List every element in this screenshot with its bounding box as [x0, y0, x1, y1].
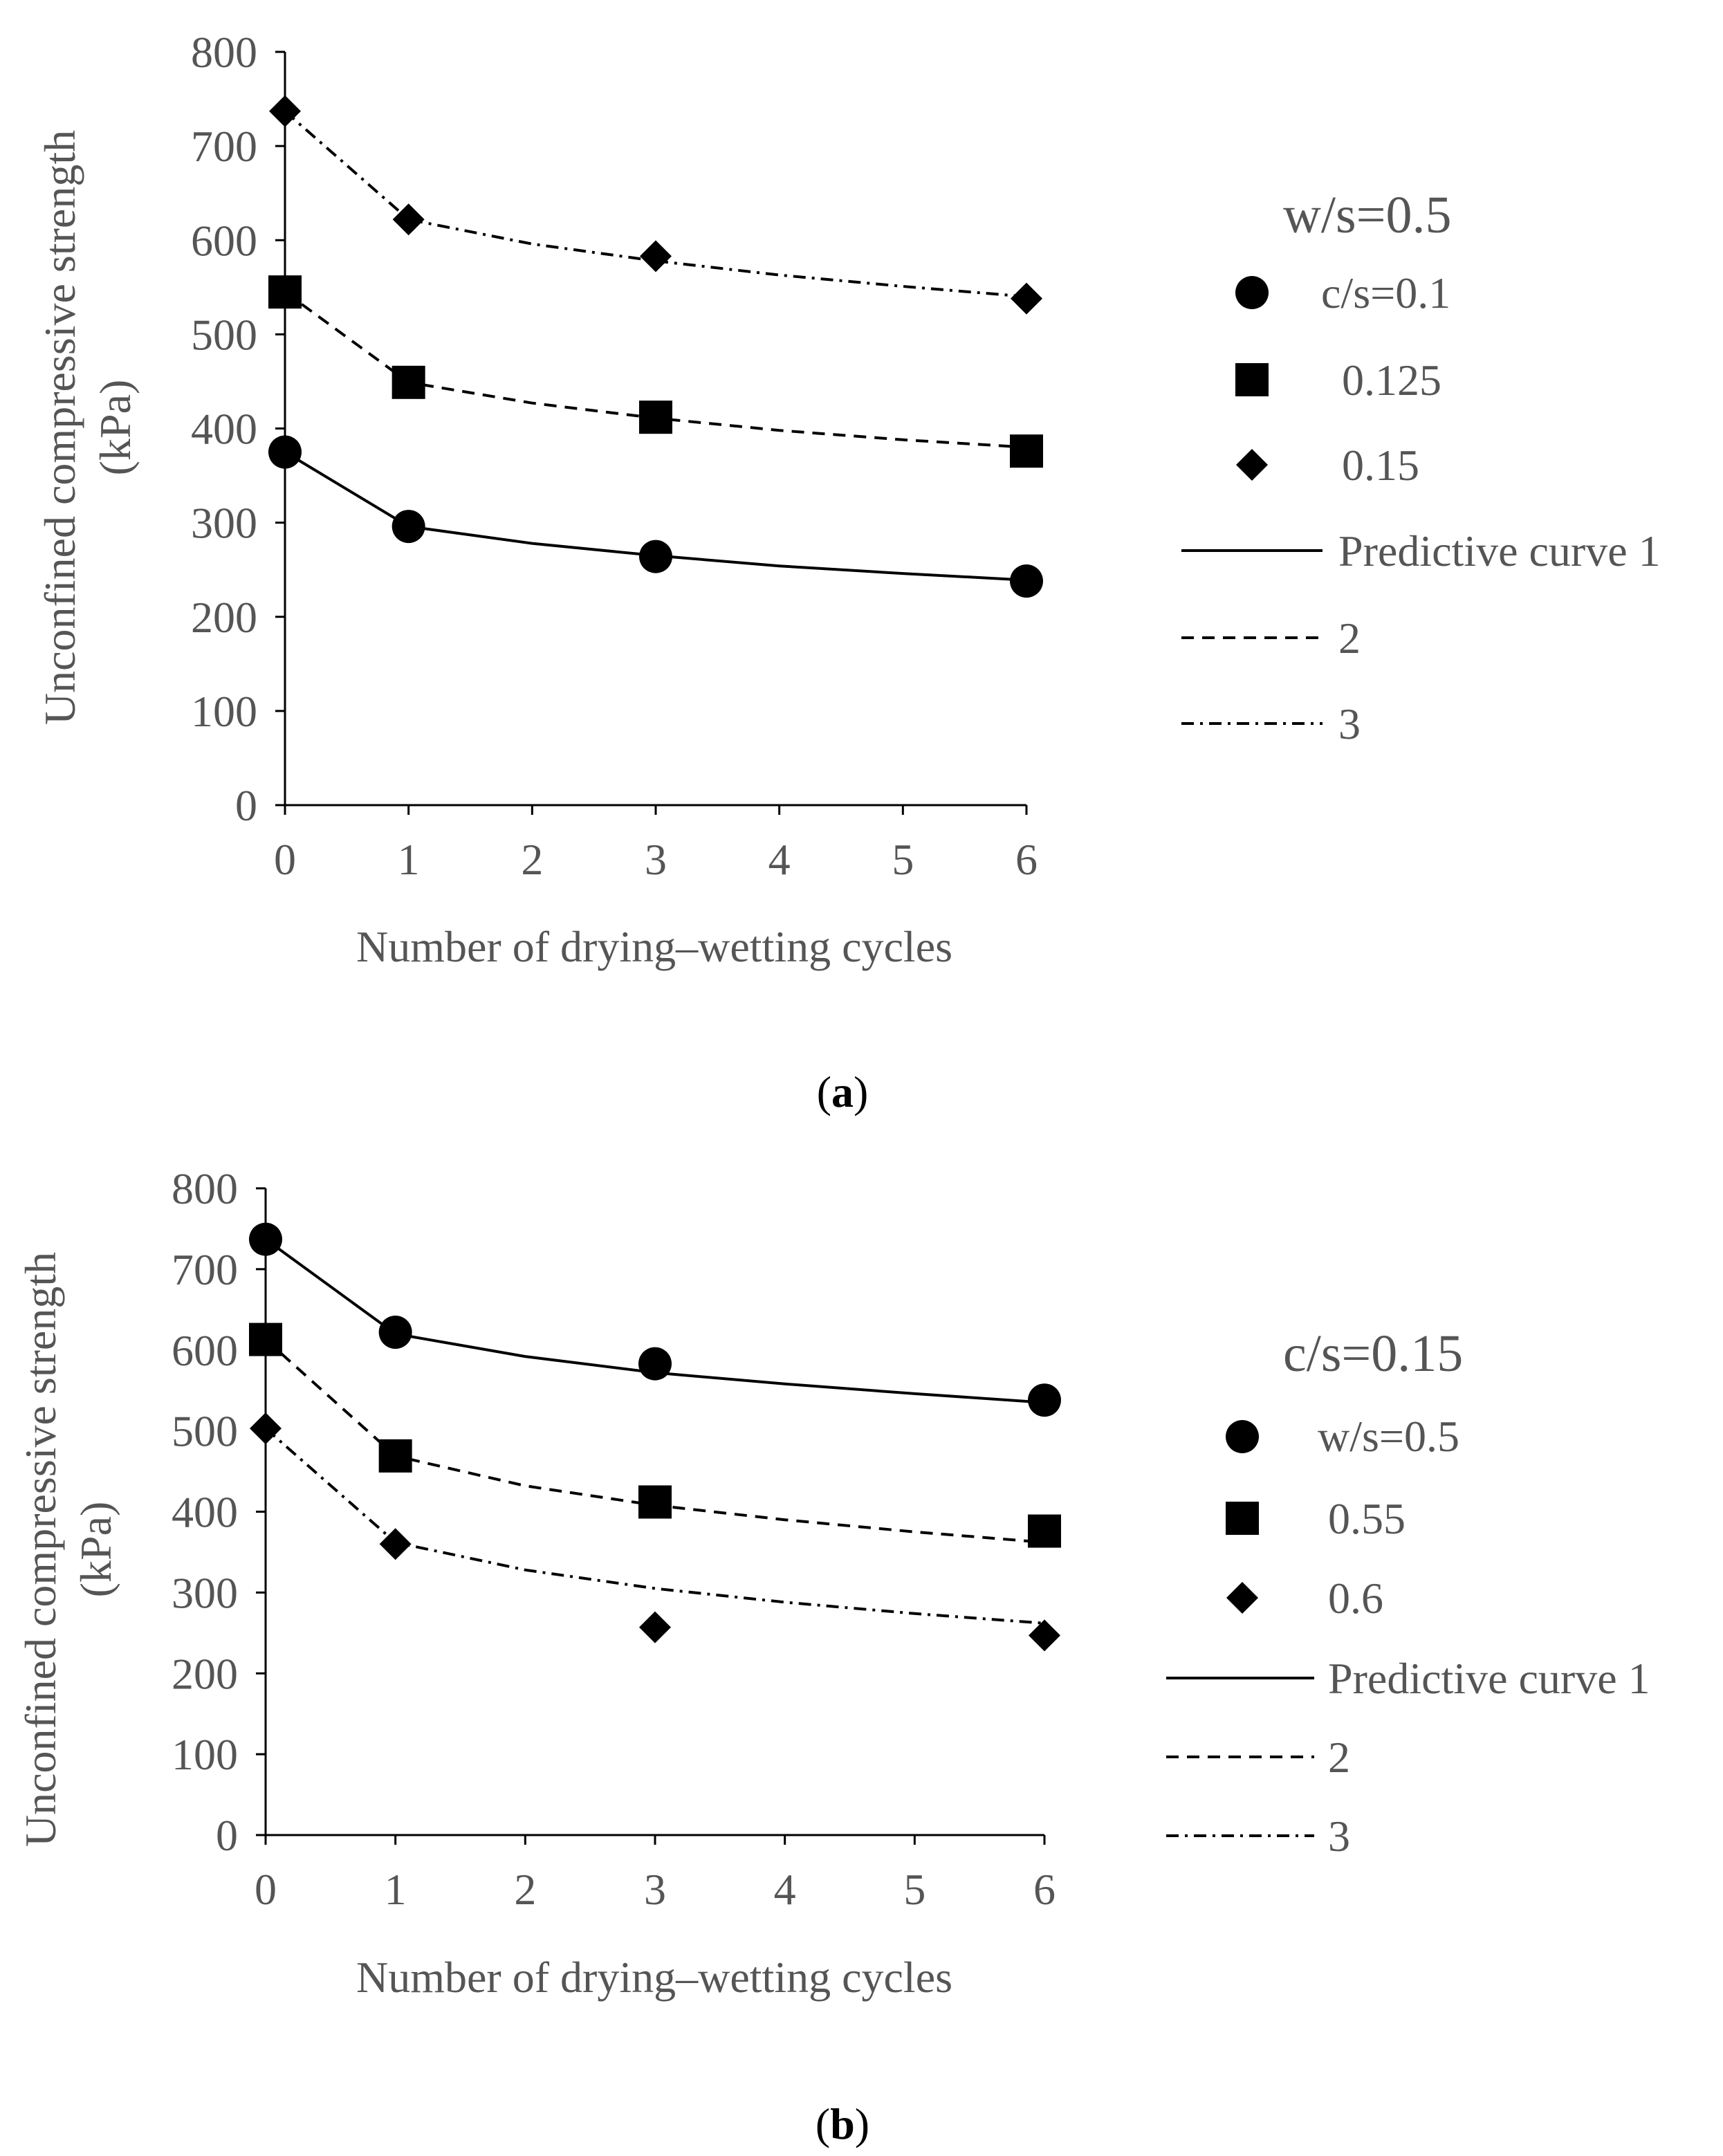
panel-label-a: (a): [817, 1067, 869, 1116]
legend-label-series-1: c/s=0.1: [1321, 268, 1450, 317]
legend-label-curve-1: Predictive curve 1: [1338, 526, 1661, 575]
legend-marker-diamond: [1236, 449, 1268, 481]
legend-marker-diamond: [1226, 1582, 1258, 1614]
data-point-diamond: [392, 203, 425, 236]
data-point-square: [638, 1485, 672, 1519]
legend-label-curve-1: Predictive curve 1: [1328, 1654, 1650, 1703]
x-tick-label: 5: [903, 1865, 925, 1914]
panel-a: Unconfined compressive strength (kPa) 0 1…: [35, 28, 1661, 1116]
y-tick-label: 600: [191, 216, 257, 265]
y-axis-title-line2: (kPa): [71, 1502, 120, 1598]
x-tick-label: 1: [398, 835, 420, 884]
x-tick-label: 6: [1015, 835, 1038, 884]
legend-label-series-2: 0.55: [1328, 1494, 1406, 1543]
legend-label-curve-3: 3: [1328, 1812, 1350, 1861]
data-point-square: [1010, 434, 1043, 468]
data-point-circle: [268, 435, 302, 469]
x-tick-label: 5: [892, 835, 914, 884]
data-point-circle: [1010, 564, 1043, 598]
data-point-circle: [1028, 1383, 1061, 1417]
panel-b: Unconfined compressive strength (kPa) 0 1…: [16, 1164, 1650, 2148]
y-tick-label: 400: [191, 405, 257, 454]
y-tick-label: 500: [191, 310, 257, 359]
legend-label-series-3: 0.6: [1328, 1574, 1383, 1623]
data-point-circle: [391, 510, 425, 544]
data-point-diamond: [640, 240, 672, 273]
legend-label-series-1: w/s=0.5: [1318, 1412, 1459, 1461]
y-tick-label: 200: [191, 593, 257, 642]
y-tick-label: 100: [191, 687, 257, 736]
y-tick-label: 300: [191, 499, 257, 548]
y-axis-title-line1: Unconfined compressive strength: [16, 1252, 65, 1847]
y-axis-title-line1: Unconfined compressive strength: [35, 130, 84, 725]
legend-label-series-3: 0.15: [1342, 441, 1419, 490]
x-tick-label: 2: [514, 1865, 536, 1914]
data-point-diamond: [379, 1528, 412, 1560]
legend-marker-circle: [1226, 1420, 1259, 1453]
x-tick-label: 1: [385, 1865, 407, 1914]
y-tick-label: 800: [172, 1164, 238, 1213]
data-point-diamond: [269, 95, 301, 127]
data-point-square: [639, 400, 672, 434]
x-axis-title: Number of drying–wetting cycles: [356, 1953, 952, 2002]
y-tick-label: 0: [235, 781, 257, 830]
x-tick-label: 6: [1033, 1865, 1056, 1914]
legend-label-curve-2: 2: [1328, 1733, 1350, 1782]
data-point-square: [249, 1323, 282, 1356]
x-tick-label: 4: [768, 835, 791, 884]
data-point-diamond: [1011, 282, 1042, 315]
data-point-square: [391, 365, 425, 399]
panel-label-b: (b): [816, 2099, 869, 2148]
legend-label-curve-2: 2: [1338, 614, 1361, 663]
y-tick-label: 0: [216, 1811, 238, 1860]
data-point-circle: [378, 1316, 412, 1349]
data-point-circle: [638, 1347, 672, 1381]
plot-area-a: 0 100 200 300 400 500 600 700 800 0 1 2 3 4 5 6: [191, 28, 1043, 884]
legend-title: w/s=0.5: [1283, 186, 1451, 244]
x-tick-label: 2: [521, 835, 543, 884]
data-point-circle: [249, 1222, 282, 1256]
data-point-square: [268, 275, 302, 309]
y-tick-label: 400: [172, 1488, 238, 1537]
y-tick-label: 600: [172, 1326, 238, 1375]
x-tick-label: 0: [255, 1865, 277, 1914]
data-point-square: [1028, 1514, 1061, 1548]
legend-marker-square: [1235, 363, 1269, 396]
legend-b: c/s=0.15 w/s=0.5 0.55 0.6 Predictive cur…: [1166, 1325, 1650, 1861]
data-point-diamond: [1029, 1619, 1060, 1652]
x-tick-label: 3: [644, 1865, 666, 1914]
legend-marker-circle: [1235, 276, 1269, 309]
legend-marker-square: [1226, 1502, 1259, 1535]
y-tick-label: 100: [172, 1730, 238, 1779]
y-tick-label: 800: [191, 28, 257, 77]
data-point-diamond: [250, 1412, 282, 1445]
y-tick-label: 300: [172, 1568, 238, 1617]
y-tick-label: 200: [172, 1649, 238, 1698]
legend-a: w/s=0.5 c/s=0.1 0.125 0.15 Predictive cu…: [1181, 186, 1661, 748]
data-point-circle: [639, 540, 672, 573]
y-tick-label: 500: [172, 1407, 238, 1456]
legend-label-curve-3: 3: [1338, 699, 1361, 748]
x-tick-label: 0: [274, 835, 296, 884]
legend-label-series-2: 0.125: [1342, 356, 1441, 405]
plot-area-b: 0 100 200 300 400 500 600 700 800 0 1 2 3 4 5 6: [172, 1164, 1061, 1914]
y-tick-label: 700: [191, 122, 257, 171]
data-point-square: [378, 1439, 412, 1473]
y-tick-label: 700: [172, 1245, 238, 1294]
x-axis-title: Number of drying–wetting cycles: [356, 922, 952, 971]
data-point-diamond: [639, 1611, 671, 1643]
legend-title: c/s=0.15: [1283, 1325, 1463, 1383]
y-axis-title-line2: (kPa): [91, 380, 140, 476]
x-tick-label: 4: [774, 1865, 796, 1914]
x-tick-label: 3: [645, 835, 667, 884]
